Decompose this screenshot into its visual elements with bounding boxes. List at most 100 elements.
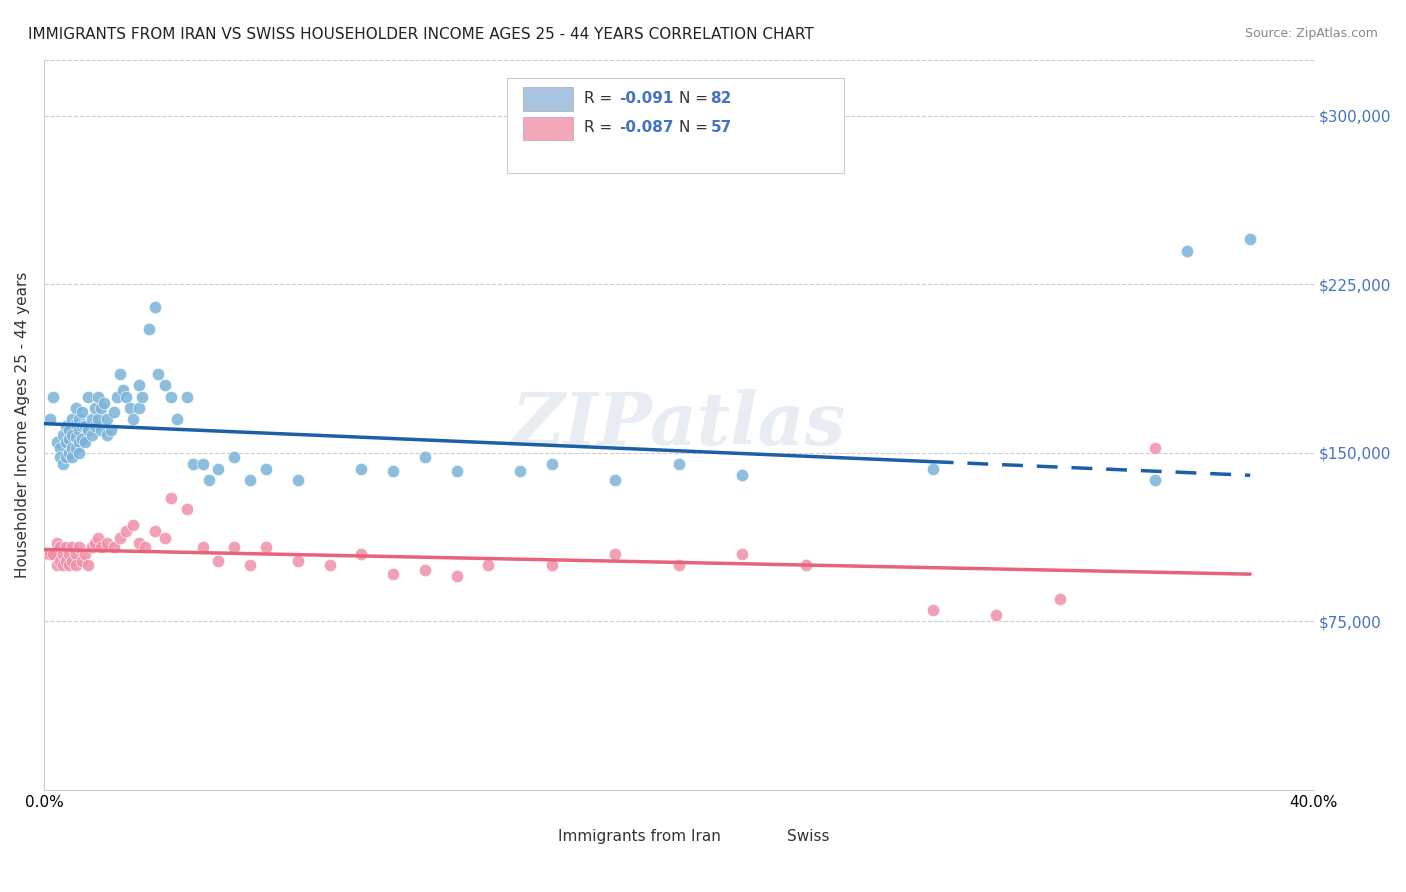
Point bbox=[65, 417, 87, 431]
Point bbox=[35, 547, 58, 561]
Y-axis label: Householder Income Ages 25 - 44 years: Householder Income Ages 25 - 44 years bbox=[15, 271, 30, 578]
Point bbox=[62, 540, 84, 554]
Point bbox=[49, 442, 72, 456]
Point bbox=[112, 383, 135, 397]
Point bbox=[668, 457, 690, 471]
Point bbox=[224, 450, 246, 465]
Point bbox=[67, 540, 90, 554]
Point bbox=[55, 450, 77, 465]
Point bbox=[80, 540, 103, 554]
Point bbox=[731, 468, 754, 483]
Point bbox=[83, 401, 105, 415]
Point bbox=[42, 547, 65, 561]
Point bbox=[986, 607, 1008, 622]
Point bbox=[93, 396, 115, 410]
Text: IMMIGRANTS FROM IRAN VS SWISS HOUSEHOLDER INCOME AGES 25 - 44 YEARS CORRELATION : IMMIGRANTS FROM IRAN VS SWISS HOUSEHOLDE… bbox=[28, 27, 814, 42]
Point bbox=[62, 427, 84, 442]
Point bbox=[287, 473, 309, 487]
Text: Swiss: Swiss bbox=[787, 829, 830, 844]
Text: N =: N = bbox=[679, 120, 713, 135]
FancyBboxPatch shape bbox=[742, 832, 780, 848]
Point bbox=[70, 418, 93, 433]
Point bbox=[160, 390, 183, 404]
Point bbox=[239, 473, 262, 487]
Point bbox=[87, 531, 110, 545]
Point bbox=[207, 461, 229, 475]
Point bbox=[254, 461, 277, 475]
Point bbox=[65, 547, 87, 561]
Point bbox=[146, 367, 169, 381]
Point bbox=[413, 563, 436, 577]
Point bbox=[75, 434, 97, 449]
Point bbox=[413, 450, 436, 465]
Point bbox=[477, 558, 499, 573]
Point bbox=[70, 554, 93, 568]
Point bbox=[224, 540, 246, 554]
Point bbox=[77, 390, 100, 404]
Point bbox=[108, 531, 131, 545]
Point bbox=[1175, 244, 1198, 258]
Point bbox=[83, 418, 105, 433]
Point bbox=[52, 558, 75, 573]
Point bbox=[446, 464, 468, 478]
Point bbox=[103, 405, 125, 419]
Point bbox=[509, 464, 531, 478]
Point bbox=[55, 554, 77, 568]
Text: R =: R = bbox=[583, 120, 617, 135]
Point bbox=[90, 423, 112, 437]
Text: -0.087: -0.087 bbox=[619, 120, 673, 135]
FancyBboxPatch shape bbox=[513, 832, 551, 848]
Point bbox=[118, 401, 141, 415]
Point bbox=[318, 558, 340, 573]
Point bbox=[540, 558, 562, 573]
Point bbox=[198, 473, 221, 487]
Point bbox=[65, 558, 87, 573]
Point bbox=[1049, 591, 1071, 606]
Point bbox=[75, 547, 97, 561]
Point bbox=[45, 558, 67, 573]
Point bbox=[176, 390, 198, 404]
Point bbox=[605, 473, 627, 487]
Point bbox=[128, 535, 150, 549]
Point bbox=[191, 540, 214, 554]
Point bbox=[62, 554, 84, 568]
Point bbox=[87, 390, 110, 404]
Point bbox=[65, 442, 87, 456]
Point bbox=[67, 412, 90, 426]
Point bbox=[65, 401, 87, 415]
Point bbox=[207, 554, 229, 568]
Point bbox=[70, 405, 93, 419]
Point bbox=[52, 547, 75, 561]
Point bbox=[80, 412, 103, 426]
Point bbox=[121, 517, 143, 532]
Text: -0.091: -0.091 bbox=[619, 91, 673, 106]
Point bbox=[55, 540, 77, 554]
Point bbox=[160, 491, 183, 505]
Point bbox=[350, 547, 373, 561]
FancyBboxPatch shape bbox=[508, 78, 844, 173]
Point bbox=[62, 450, 84, 465]
Text: ZIPatlas: ZIPatlas bbox=[512, 389, 846, 460]
Point bbox=[921, 461, 943, 475]
Point bbox=[75, 418, 97, 433]
Point bbox=[153, 378, 176, 392]
Point bbox=[49, 540, 72, 554]
Point bbox=[103, 540, 125, 554]
Point bbox=[128, 401, 150, 415]
Text: Immigrants from Iran: Immigrants from Iran bbox=[558, 829, 721, 844]
Point bbox=[62, 442, 84, 456]
Point bbox=[181, 457, 204, 471]
Point bbox=[45, 434, 67, 449]
Point bbox=[49, 554, 72, 568]
Point bbox=[138, 322, 160, 336]
Point bbox=[96, 535, 118, 549]
Point bbox=[67, 423, 90, 437]
Point bbox=[39, 547, 62, 561]
Point bbox=[52, 427, 75, 442]
Point bbox=[67, 434, 90, 449]
Point bbox=[176, 502, 198, 516]
Point bbox=[58, 446, 80, 460]
Point bbox=[90, 540, 112, 554]
Point bbox=[58, 558, 80, 573]
Point bbox=[108, 367, 131, 381]
